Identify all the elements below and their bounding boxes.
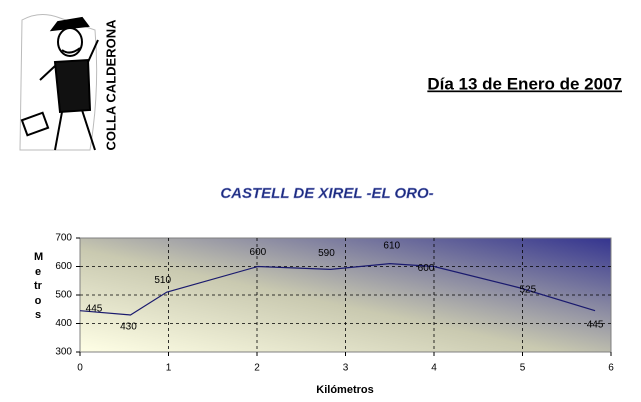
x-tick-label: 0 [77, 363, 83, 374]
data-label: 600 [250, 247, 267, 258]
logo [19, 14, 99, 151]
y-tick-label: 700 [55, 233, 72, 244]
data-label: 430 [120, 322, 137, 333]
y-tick-label: 600 [55, 261, 72, 272]
date: Día 13 de Enero de 2007 [427, 74, 622, 93]
x-tick-label: 5 [520, 363, 526, 374]
x-tick-label: 6 [608, 363, 614, 374]
data-label: 510 [154, 275, 171, 286]
x-tick-label: 3 [343, 363, 349, 374]
y-axis-label: Metros [34, 251, 44, 321]
data-label: 445 [86, 303, 103, 314]
x-tick-label: 4 [431, 363, 437, 374]
data-label: 590 [318, 248, 335, 259]
data-label: 445 [587, 319, 604, 330]
y-tick-label: 500 [55, 290, 72, 301]
x-tick-label: 1 [166, 363, 172, 374]
x-axis-label: Kilómetros [316, 384, 373, 396]
data-label: 600 [418, 263, 435, 274]
y-tick-label: 400 [55, 318, 72, 329]
x-tick-label: 2 [254, 363, 260, 374]
data-label: 610 [383, 240, 400, 251]
line [79, 263, 596, 316]
chart-title: CASTELL DE XIREL -EL ORO- [220, 185, 433, 202]
logo-text: COLLA CALDERONA [103, 19, 118, 151]
data-label: 525 [520, 285, 537, 296]
y-tick-label: 300 [55, 347, 72, 358]
